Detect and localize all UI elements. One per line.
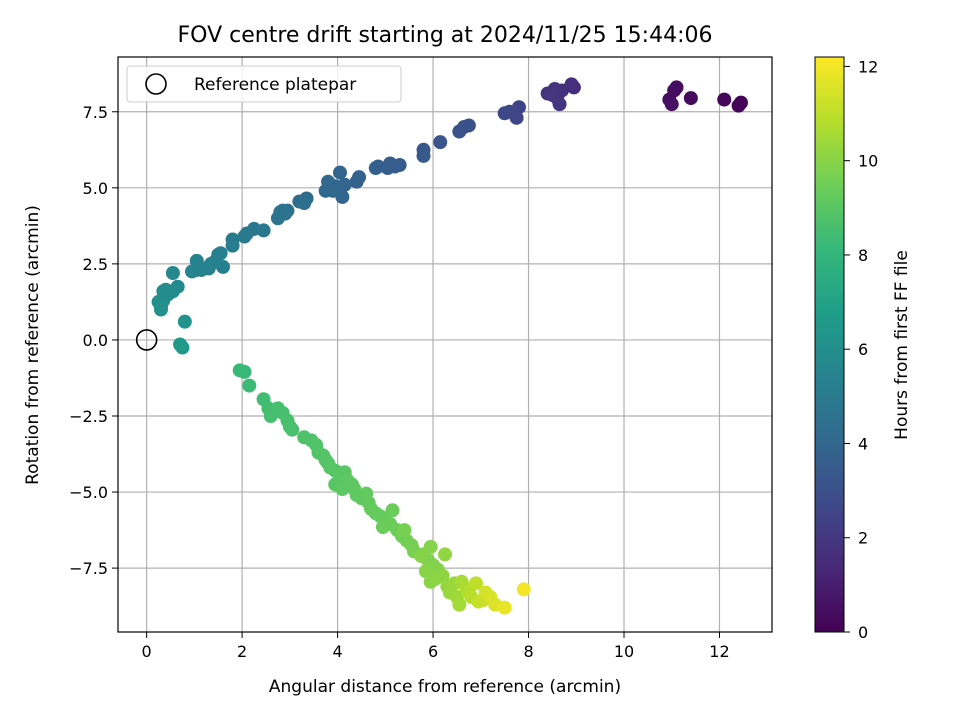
scatter-point <box>189 253 204 268</box>
y-axis-ticks: −7.5 −5.0 −2.5 0.0 2.5 5.0 7.5 <box>69 103 118 578</box>
scatter-point <box>285 422 300 437</box>
scatter-point <box>497 106 512 121</box>
colorbar-tick-label: 8 <box>858 246 868 265</box>
y-tick-label: 5.0 <box>83 179 108 198</box>
y-tick-label: 2.5 <box>83 255 108 274</box>
scatter-point <box>242 378 257 393</box>
reference-platepar-marker <box>135 329 158 351</box>
scatter-point <box>438 547 452 562</box>
scatter-point <box>452 124 467 139</box>
x-axis-ticks: 0 2 4 6 8 10 12 <box>142 632 730 661</box>
scatter-point <box>237 229 252 244</box>
scatter-point <box>349 174 364 189</box>
x-tick-label: 6 <box>428 642 438 661</box>
colorbar-label: Hours from first FF file <box>892 250 912 440</box>
scatter-point <box>297 196 312 211</box>
scatter-point <box>153 302 168 317</box>
scatter-point <box>273 205 288 220</box>
scatter-point <box>669 80 684 95</box>
scatter-point <box>731 98 746 113</box>
plot-frame <box>117 56 773 633</box>
scatter-point <box>416 148 431 163</box>
legend: Reference platepar <box>126 65 402 103</box>
scatter-point <box>225 238 240 253</box>
legend-box <box>126 65 402 103</box>
x-tick-label: 0 <box>142 642 152 661</box>
y-tick-label: −2.5 <box>69 407 108 426</box>
colorbar-tick-label: 12 <box>858 57 878 76</box>
scatter-point <box>469 576 484 591</box>
x-axis-label: Angular distance from reference (arcmin) <box>269 677 621 697</box>
scatter-point <box>177 314 192 329</box>
scatter-point <box>717 92 732 107</box>
colorbar-ticks: 0 2 4 6 8 10 12 <box>844 57 878 642</box>
colorbar-tick-label: 0 <box>858 623 868 642</box>
colorbar-tick-label: 10 <box>858 152 878 171</box>
scatter-point <box>263 408 278 423</box>
scatter-point <box>385 503 400 518</box>
scatter-point <box>433 135 448 150</box>
scatter-point <box>332 165 347 180</box>
scatter-point <box>545 88 560 103</box>
chart-title: FOV centre drift starting at 2024/11/25 … <box>178 23 713 48</box>
scatter-point <box>375 520 390 535</box>
scatter-point <box>516 582 531 597</box>
x-tick-label: 10 <box>614 642 634 661</box>
scatter-point <box>414 548 429 563</box>
legend-marker-icon <box>145 73 167 95</box>
x-tick-label: 12 <box>709 642 729 661</box>
scatter-point <box>423 539 438 554</box>
scatter-point <box>664 97 679 112</box>
y-axis-label: Rotation from reference (arcmin) <box>23 205 43 485</box>
x-tick-label: 2 <box>237 642 247 661</box>
scatter-point <box>335 482 350 497</box>
y-tick-label: 7.5 <box>83 103 108 122</box>
scatter-point <box>452 597 467 612</box>
scatter-point <box>435 568 450 583</box>
scatter-point <box>184 264 199 279</box>
scatter-point <box>418 564 433 579</box>
scatter-point <box>318 183 333 198</box>
colorbar-tick-label: 4 <box>858 434 868 453</box>
colorbar-tick-label: 6 <box>858 340 868 359</box>
y-tick-label: −7.5 <box>69 559 108 578</box>
scatter-point <box>175 340 190 355</box>
scatter-point <box>237 364 252 379</box>
x-tick-label: 4 <box>332 642 342 661</box>
colorbar-tick-label: 2 <box>858 529 868 548</box>
scatter-points <box>151 77 748 615</box>
colorbar <box>814 56 845 633</box>
x-tick-label: 8 <box>523 642 533 661</box>
scatter-point <box>216 259 231 274</box>
scatter-point <box>397 523 412 538</box>
y-tick-label: 0.0 <box>83 331 108 350</box>
scatter-point <box>683 91 698 106</box>
y-tick-label: −5.0 <box>69 483 108 502</box>
scatter-point <box>368 161 383 176</box>
legend-entry-reference-platepar: Reference platepar <box>194 75 356 95</box>
scatter-point <box>165 266 180 281</box>
scatter-point <box>497 600 512 615</box>
